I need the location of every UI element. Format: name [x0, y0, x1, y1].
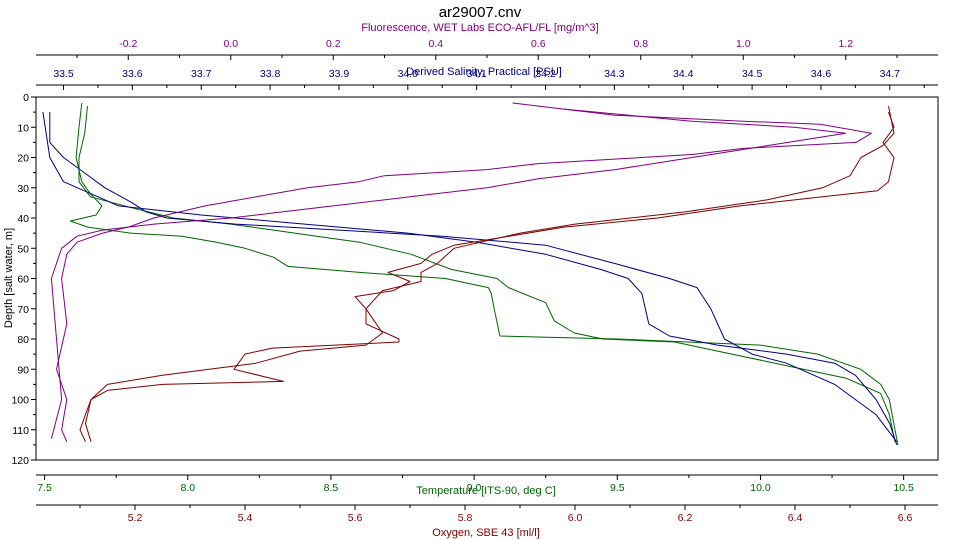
- salinity-tick-label: 34.2: [535, 68, 556, 80]
- fluorescence-tick-label: -0.2: [119, 38, 137, 50]
- fluorescence-axis-title: Fluorescence, WET Labs ECO-AFL/FL [mg/m^…: [361, 22, 598, 34]
- fluorescence-tick-label: 1.0: [736, 38, 751, 50]
- salinity-tick-label: 34.0: [398, 68, 419, 80]
- oxygen-tick-label: 6.0: [568, 512, 583, 524]
- salinity-tick-label: 34.3: [604, 68, 625, 80]
- salinity-axis-title: Derived Salinity, Practical [PSU]: [406, 66, 562, 78]
- fluorescence-tick-label: 0.4: [428, 38, 443, 50]
- salinity-tick-label: 34.5: [742, 68, 763, 80]
- temperature-profile-line: [69, 102, 899, 445]
- x-axes: -0.2 0.0 0.2 0.4 0.6 0.8 1.0 1.2 33.5 33.6 33.7 33.…: [37, 38, 925, 524]
- salinity-tick-label: 33.5: [53, 68, 74, 80]
- temperature-tick-label: 9.5: [610, 482, 625, 494]
- fluorescence-tick-label: 0.6: [531, 38, 546, 50]
- fluorescence-tick-label: 0.8: [633, 38, 648, 50]
- fluorescence-tick-label: 0.0: [223, 38, 238, 50]
- salinity-tick-label: 33.8: [260, 68, 281, 80]
- oxygen-tick-label: 6.4: [788, 512, 803, 524]
- plot-frame: [35, 96, 939, 461]
- depth-tick-label: 0: [23, 92, 29, 104]
- depth-axis: 0 10 20 30 40 50 60 70 80 90 100 110 120: [11, 92, 36, 467]
- depth-tick-label: 80: [17, 334, 29, 346]
- depth-tick-label: 120: [11, 455, 29, 467]
- fluorescence-tick-label: 0.2: [326, 38, 341, 50]
- depth-tick-label: 60: [17, 274, 29, 286]
- oxygen-axis-title: Oxygen, SBE 43 [ml/l]: [432, 527, 540, 539]
- oxygen-tick-label: 5.4: [238, 512, 253, 524]
- fluorescence-profile-line: [56, 102, 872, 442]
- fluorescence-tick-label: 1.2: [838, 38, 853, 50]
- temperature-tick-label: 7.5: [37, 482, 52, 494]
- depth-tick-label: 90: [17, 364, 29, 376]
- salinity-tick-label: 34.1: [466, 68, 487, 80]
- salinity-tick-label: 34.6: [811, 68, 832, 80]
- salinity-profile-line: [42, 112, 898, 446]
- depth-tick-label: 50: [17, 243, 29, 255]
- salinity-profile-line: [49, 112, 898, 443]
- temperature-tick-label: 8.5: [324, 482, 339, 494]
- fluorescence-profile-line: [50, 108, 847, 439]
- depth-tick-label: 40: [17, 213, 29, 225]
- oxygen-tick-label: 6.6: [898, 512, 913, 524]
- depth-tick-label: 30: [17, 183, 29, 195]
- salinity-tick-label: 33.6: [122, 68, 143, 80]
- oxygen-tick-label: 5.2: [128, 512, 143, 524]
- depth-tick-label: 100: [11, 395, 29, 407]
- chart-title: ar29007.cnv: [439, 4, 522, 21]
- temperature-profile-line: [78, 106, 896, 442]
- series-layer: [42, 102, 899, 446]
- depth-tick-label: 10: [17, 122, 29, 134]
- salinity-tick-label: 33.9: [329, 68, 350, 80]
- salinity-tick-label: 34.4: [673, 68, 694, 80]
- oxygen-tick-label: 6.2: [678, 512, 693, 524]
- depth-tick-label: 20: [17, 153, 29, 165]
- temperature-tick-label: 10.5: [893, 482, 914, 494]
- oxygen-profile-line: [85, 106, 895, 442]
- temperature-tick-label: 9.0: [467, 482, 482, 494]
- temperature-tick-label: 8.0: [180, 482, 195, 494]
- temperature-axis-title: Temperature [ITS-90, deg C]: [416, 485, 555, 497]
- depth-tick-label: 110: [12, 425, 29, 437]
- depth-tick-label: 70: [17, 304, 29, 316]
- salinity-tick-label: 34.7: [880, 68, 901, 80]
- temperature-tick-label: 10.0: [750, 482, 771, 494]
- salinity-tick-label: 33.7: [191, 68, 212, 80]
- oxygen-tick-label: 5.6: [348, 512, 363, 524]
- depth-axis-title: Depth [salt water, m]: [3, 228, 15, 328]
- oxygen-tick-label: 5.8: [458, 512, 473, 524]
